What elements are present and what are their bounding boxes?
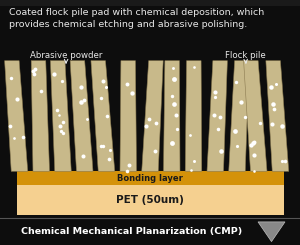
Polygon shape bbox=[70, 61, 93, 171]
Text: PET (50um): PET (50um) bbox=[116, 195, 184, 205]
Polygon shape bbox=[229, 61, 249, 171]
Text: Bonding layer: Bonding layer bbox=[117, 174, 183, 183]
Polygon shape bbox=[142, 61, 163, 171]
Bar bbox=[16, 171, 283, 185]
Polygon shape bbox=[164, 61, 180, 171]
Text: Coated flock pile pad with chemical deposition, which
provides chemical etching : Coated flock pile pad with chemical depo… bbox=[9, 8, 264, 29]
Bar bbox=[16, 185, 283, 215]
Polygon shape bbox=[50, 61, 71, 171]
Text: Chemical Mechanical Planarization (CMP): Chemical Mechanical Planarization (CMP) bbox=[21, 227, 243, 236]
Polygon shape bbox=[266, 61, 289, 171]
Polygon shape bbox=[207, 61, 227, 171]
Polygon shape bbox=[91, 61, 115, 171]
Text: Flock pile: Flock pile bbox=[225, 51, 266, 63]
Polygon shape bbox=[258, 222, 285, 242]
Bar bbox=[0, 0, 300, 6]
Text: Abrasive powder: Abrasive powder bbox=[30, 51, 102, 63]
Polygon shape bbox=[4, 61, 28, 171]
Polygon shape bbox=[244, 61, 267, 171]
Polygon shape bbox=[120, 61, 136, 171]
Polygon shape bbox=[185, 61, 202, 171]
Polygon shape bbox=[31, 61, 50, 171]
